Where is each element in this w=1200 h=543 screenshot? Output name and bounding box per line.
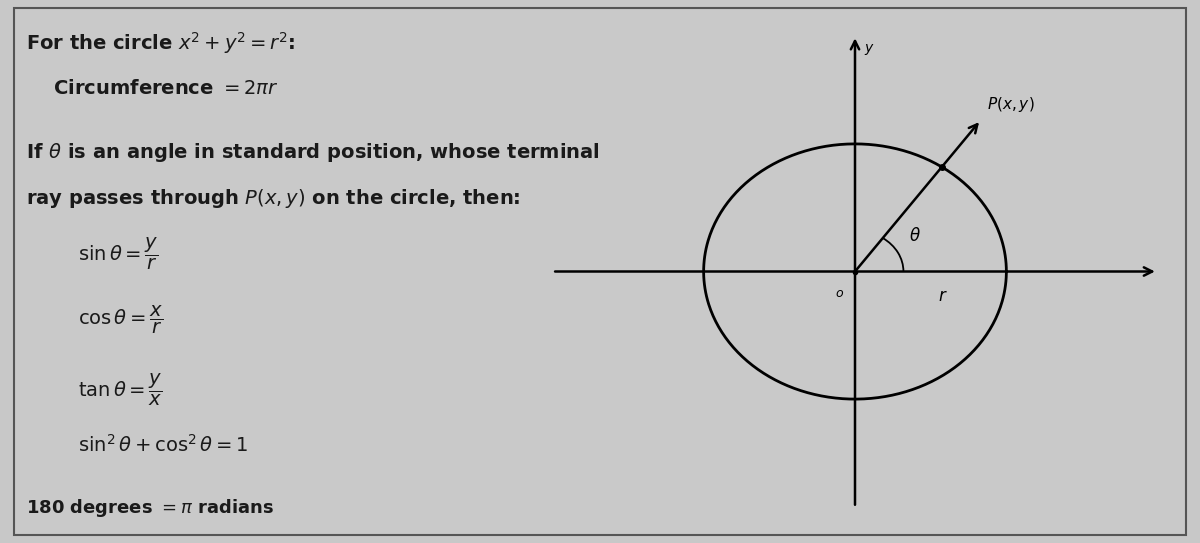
Text: $\theta$: $\theta$ (908, 227, 920, 245)
Text: Circumference $= 2\pi r$: Circumference $= 2\pi r$ (26, 79, 280, 98)
Text: If $\theta$ is an angle in standard position, whose terminal: If $\theta$ is an angle in standard posi… (26, 141, 600, 164)
Text: $r$: $r$ (938, 287, 948, 305)
Text: $o$: $o$ (835, 287, 845, 300)
Text: $P(x,y)$: $P(x,y)$ (986, 94, 1034, 113)
Text: ray passes through $P(x,y)$ on the circle, then:: ray passes through $P(x,y)$ on the circl… (26, 187, 521, 210)
Text: 180 degrees $=\pi$ radians: 180 degrees $=\pi$ radians (26, 497, 275, 519)
Text: $\sin\theta = \dfrac{y}{r}$: $\sin\theta = \dfrac{y}{r}$ (78, 236, 158, 272)
Text: $\sin^2\theta + \cos^2\theta = 1$: $\sin^2\theta + \cos^2\theta = 1$ (78, 434, 248, 456)
Text: $y$: $y$ (864, 42, 875, 57)
Text: $\tan\theta = \dfrac{y}{x}$: $\tan\theta = \dfrac{y}{x}$ (78, 372, 163, 408)
Text: For the circle $x^2+y^2=r^2$:: For the circle $x^2+y^2=r^2$: (26, 30, 296, 56)
Text: $\cos\theta = \dfrac{x}{r}$: $\cos\theta = \dfrac{x}{r}$ (78, 304, 163, 336)
